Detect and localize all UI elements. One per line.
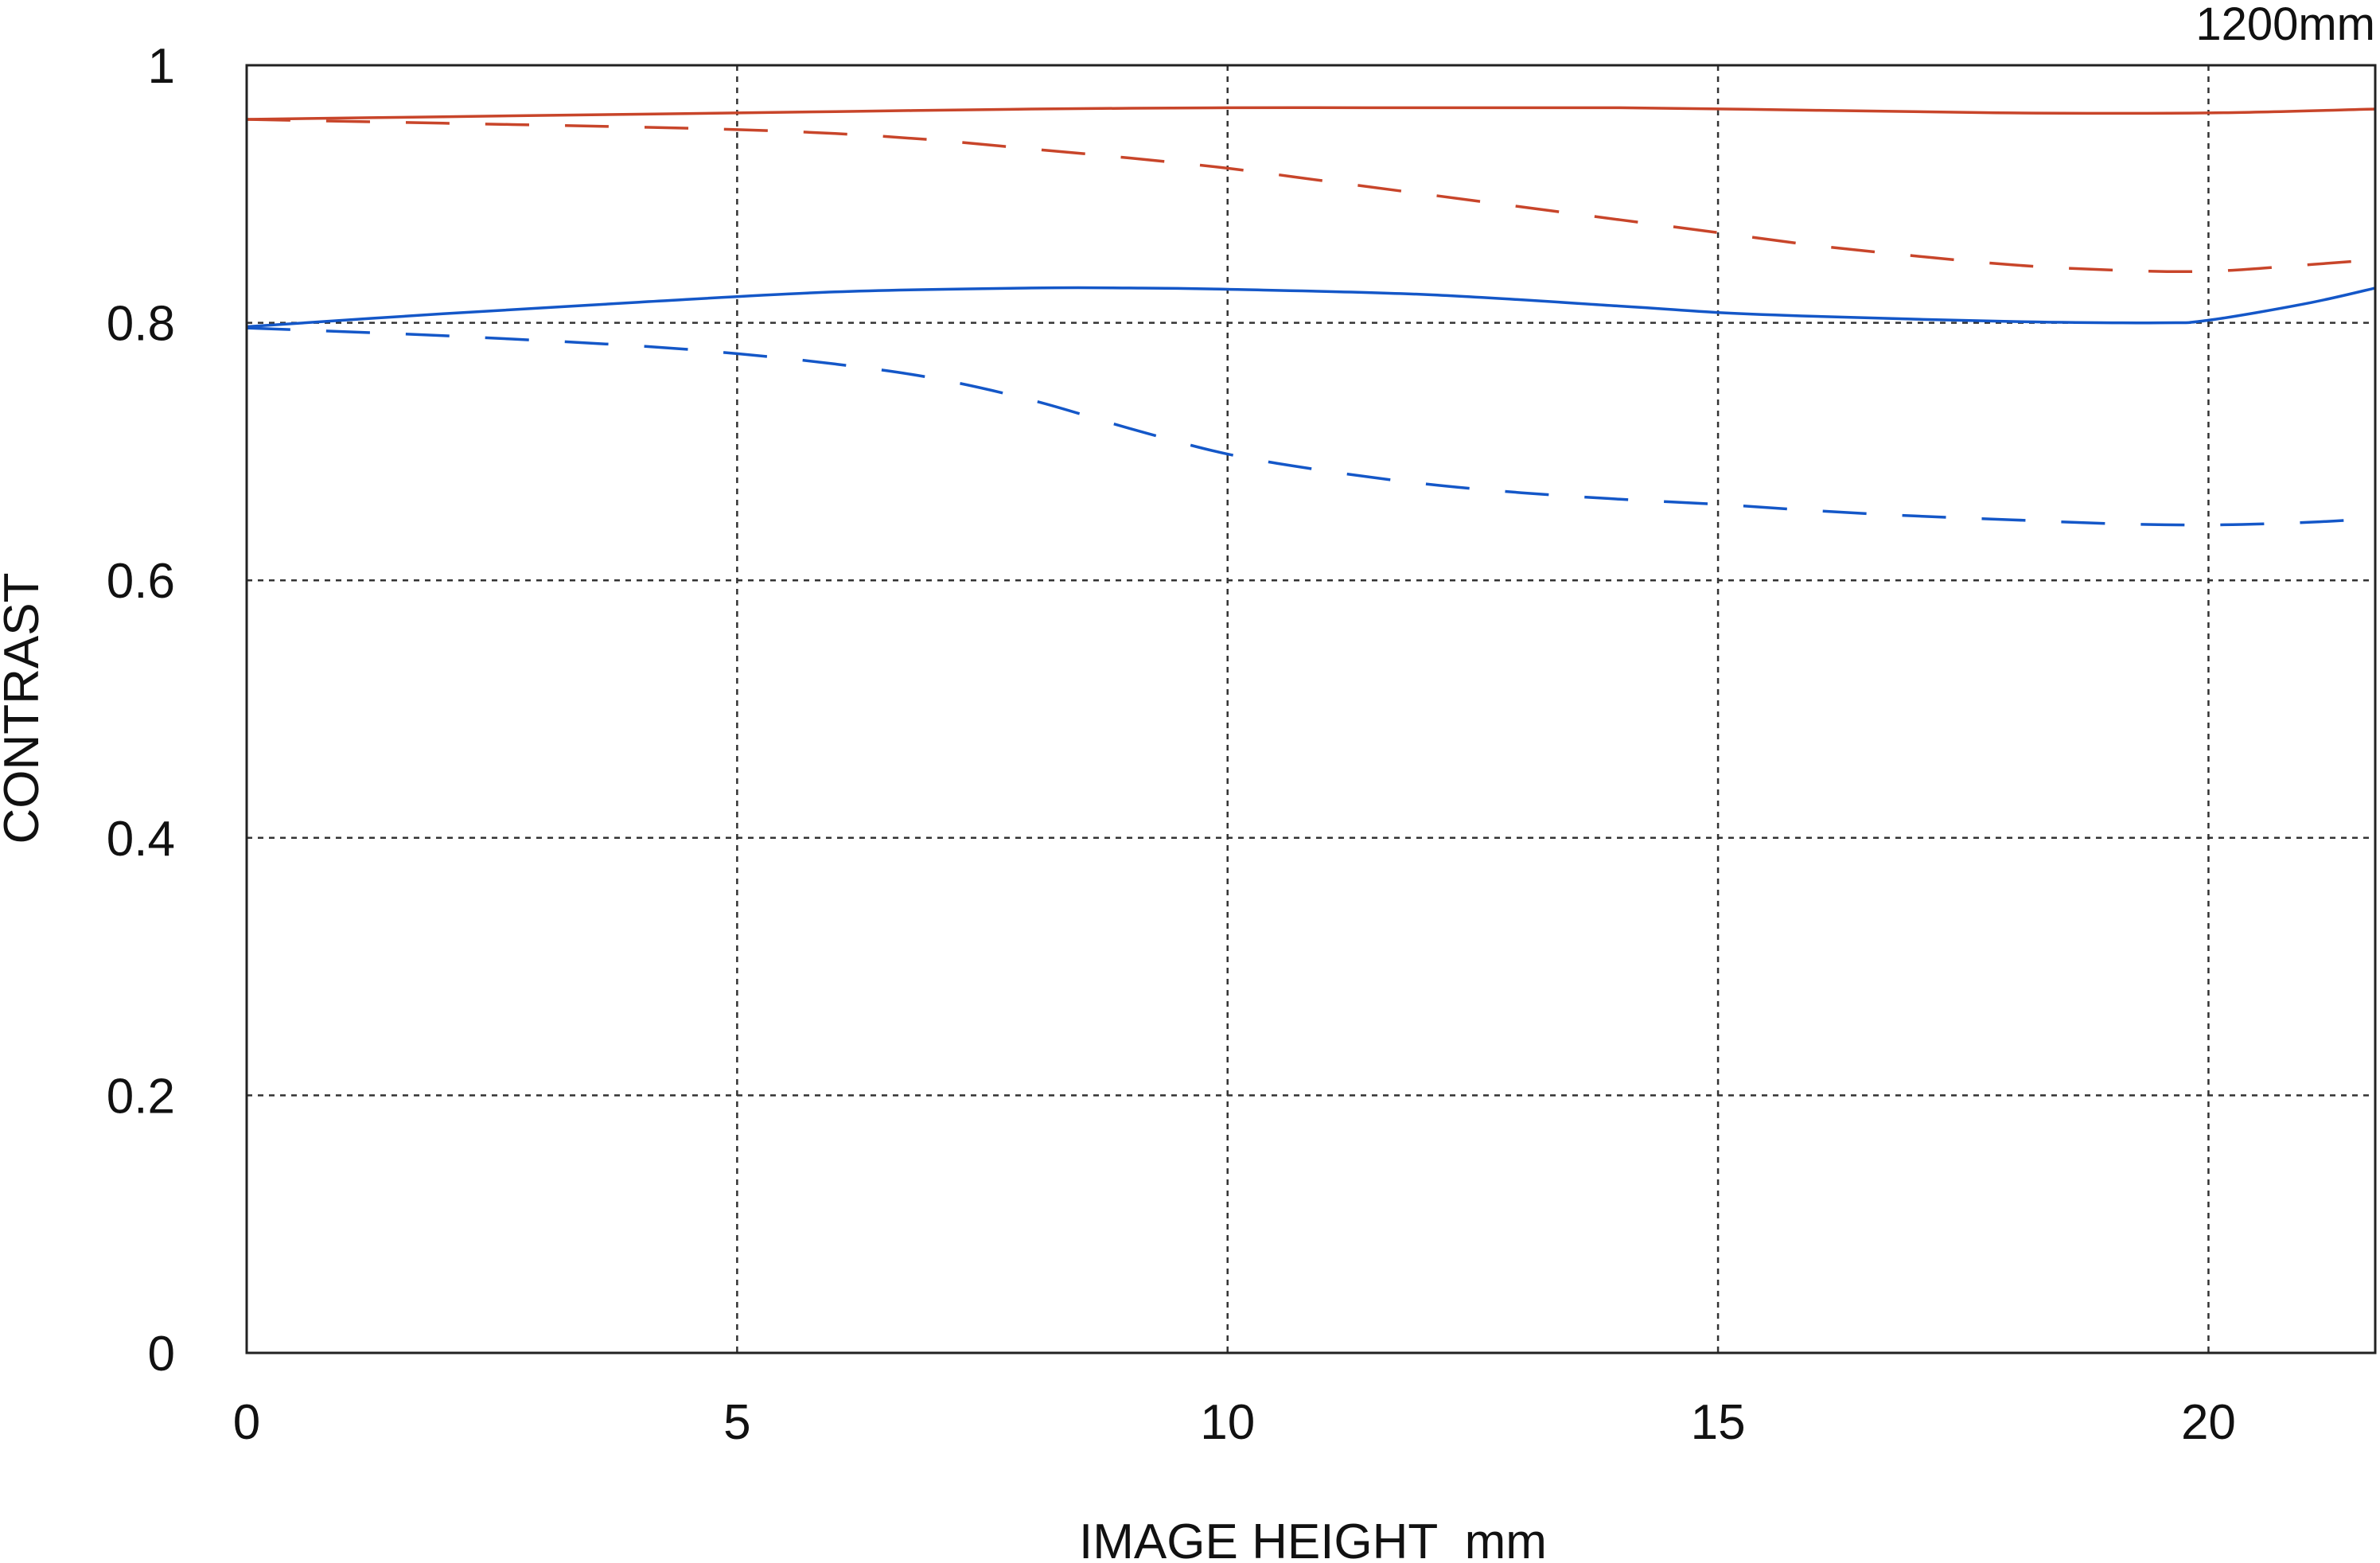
x-tick-label: 0: [233, 1395, 260, 1450]
x-tick-label: 15: [1691, 1395, 1746, 1450]
series-line-3-solid: [246, 286, 2376, 329]
y-tick-label: 0.2: [107, 1069, 175, 1124]
x-tick-labels: 0 5 10 15 20: [233, 1395, 2236, 1450]
series-line-1-solid: [246, 106, 2376, 121]
y-tick-labels: 0 0.2 0.4 0.6 0.8 1: [107, 39, 175, 1382]
y-tick-label: 1: [148, 39, 175, 94]
y-tick-label: 0: [148, 1327, 175, 1382]
y-axis-title: CONTRAST: [0, 573, 49, 844]
x-tick-label: 10: [1200, 1395, 1255, 1450]
y-tick-label: 0.6: [107, 554, 175, 609]
x-axis-title: IMAGE HEIGHT mm: [1079, 1514, 1547, 1563]
series-line-4-dashed: [246, 326, 2376, 527]
y-tick-label: 0.4: [107, 812, 175, 867]
series-lines: [246, 106, 2376, 527]
series-line-2-dashed: [246, 118, 2376, 274]
corner-label: 1200mm: [2195, 0, 2375, 50]
plot-frame: [245, 64, 2377, 1354]
y-tick-label: 0.8: [107, 297, 175, 352]
grid-lines: [247, 65, 2375, 1353]
x-tick-label: 5: [723, 1395, 750, 1450]
x-tick-label: 20: [2181, 1395, 2236, 1450]
